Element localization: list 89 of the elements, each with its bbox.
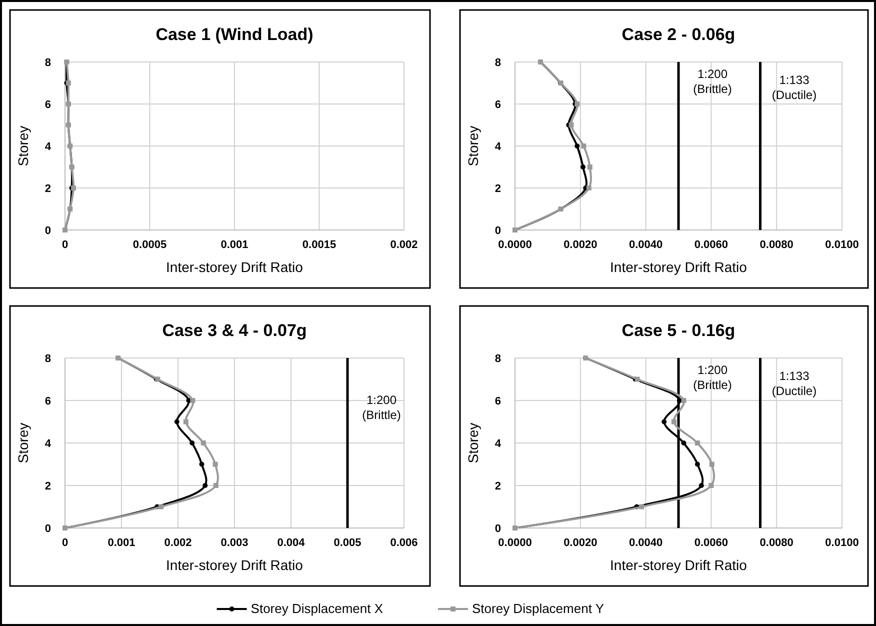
x-tick-label: 0.0080 bbox=[760, 239, 794, 251]
point bbox=[581, 144, 586, 148]
ref-line-label: 1:133 (Ductile) bbox=[772, 369, 817, 398]
x-axis-title: Inter-storey Drift Ratio bbox=[610, 259, 748, 275]
y-tick-label: 0 bbox=[494, 523, 501, 535]
y-tick-label: 6 bbox=[494, 396, 501, 408]
x-tick-label: 0.002 bbox=[390, 239, 418, 251]
x-tick-label: 0.006 bbox=[390, 537, 418, 549]
point bbox=[694, 440, 700, 446]
y-axis-title: Storey bbox=[465, 126, 481, 166]
x-tick-label: 0.003 bbox=[220, 537, 248, 549]
x-tick-label: 0.0000 bbox=[498, 239, 532, 251]
y-tick-label: 4 bbox=[494, 438, 502, 450]
point bbox=[574, 144, 580, 148]
x-tick-label: 0.0015 bbox=[302, 239, 336, 251]
point bbox=[586, 186, 592, 190]
point bbox=[662, 419, 667, 424]
y-tick-label: 6 bbox=[44, 99, 51, 111]
x-tick-label: 0.0040 bbox=[628, 537, 663, 549]
point bbox=[568, 122, 574, 128]
x-tick-label: 0.001 bbox=[108, 537, 136, 549]
point bbox=[190, 398, 196, 403]
chart-title: Case 2 - 0.06g bbox=[622, 25, 736, 44]
y-tick-label: 0 bbox=[44, 523, 51, 535]
point bbox=[213, 483, 218, 488]
y-tick-label: 4 bbox=[44, 438, 52, 450]
chart-title: Case 5 - 0.16g bbox=[622, 321, 736, 340]
x-tick-label: 0.004 bbox=[277, 537, 306, 549]
x-tick-label: 0.0060 bbox=[694, 537, 728, 549]
point bbox=[580, 164, 586, 170]
point bbox=[681, 398, 686, 403]
point bbox=[202, 483, 208, 488]
y-tick-label: 2 bbox=[44, 480, 51, 492]
point bbox=[639, 504, 644, 510]
y-tick-label: 4 bbox=[44, 141, 52, 153]
x-tick-label: 0.005 bbox=[334, 537, 362, 549]
y-tick-label: 8 bbox=[44, 57, 51, 69]
chart-title: Case 3 & 4 - 0.07g bbox=[162, 321, 307, 340]
legend-label: Storey Displacement Y bbox=[472, 601, 604, 616]
y-axis-title: Storey bbox=[15, 126, 31, 166]
point bbox=[587, 164, 592, 170]
x-tick-label: 0 bbox=[62, 537, 68, 549]
y-tick-label: 2 bbox=[44, 183, 51, 195]
x-tick-label: 0.0020 bbox=[564, 239, 598, 251]
y-tick-label: 8 bbox=[44, 353, 51, 365]
x-tick-label: 0.0005 bbox=[132, 239, 167, 251]
ref-line-label: 1:200 (Brittle) bbox=[693, 67, 732, 96]
point bbox=[158, 504, 164, 510]
x-axis-title: Inter-storey Drift Ratio bbox=[166, 259, 304, 275]
y-tick-label: 6 bbox=[494, 99, 501, 111]
y-axis-title: Storey bbox=[15, 422, 31, 464]
point bbox=[708, 483, 714, 488]
point bbox=[199, 462, 204, 467]
y-tick-label: 2 bbox=[494, 183, 501, 195]
y-tick-label: 6 bbox=[44, 396, 51, 408]
point bbox=[698, 483, 704, 488]
y-tick-label: 0 bbox=[44, 225, 51, 237]
x-tick-label: 0.0100 bbox=[825, 537, 859, 549]
ref-line-label: 1:133 (Ductile) bbox=[772, 73, 817, 102]
point bbox=[681, 440, 686, 446]
x-tick-label: 0.0060 bbox=[694, 239, 728, 251]
point bbox=[212, 462, 218, 467]
point bbox=[671, 419, 676, 424]
x-tick-label: 0.0080 bbox=[760, 537, 794, 549]
y-tick-label: 8 bbox=[494, 57, 501, 69]
y-tick-label: 0 bbox=[494, 225, 501, 237]
x-axis-title: Inter-storey Drift Ratio bbox=[610, 557, 748, 573]
x-axis-title: Inter-storey Drift Ratio bbox=[166, 557, 304, 573]
point bbox=[190, 440, 195, 446]
point bbox=[174, 419, 180, 424]
y-tick-label: 8 bbox=[494, 353, 501, 365]
x-tick-label: 0.002 bbox=[164, 537, 192, 549]
legend-label: Storey Displacement X bbox=[250, 601, 384, 616]
point bbox=[200, 440, 206, 446]
x-tick-label: 0.0040 bbox=[628, 239, 663, 251]
x-tick-label: 0.0100 bbox=[825, 239, 859, 251]
ref-line-label: 1:200 (Brittle) bbox=[362, 393, 401, 422]
point bbox=[709, 462, 714, 467]
chart-title: Case 1 (Wind Load) bbox=[156, 25, 314, 44]
ref-line-label: 1:200 (Brittle) bbox=[693, 363, 732, 392]
point bbox=[183, 419, 188, 424]
x-tick-label: 0.0020 bbox=[564, 537, 598, 549]
x-tick-label: 0.0000 bbox=[498, 537, 532, 549]
y-axis-title: Storey bbox=[465, 422, 481, 464]
y-tick-label: 2 bbox=[494, 480, 501, 492]
x-tick-label: 0.001 bbox=[220, 239, 248, 251]
x-tick-label: 0 bbox=[62, 239, 68, 251]
y-tick-label: 4 bbox=[494, 141, 502, 153]
point bbox=[694, 462, 700, 467]
